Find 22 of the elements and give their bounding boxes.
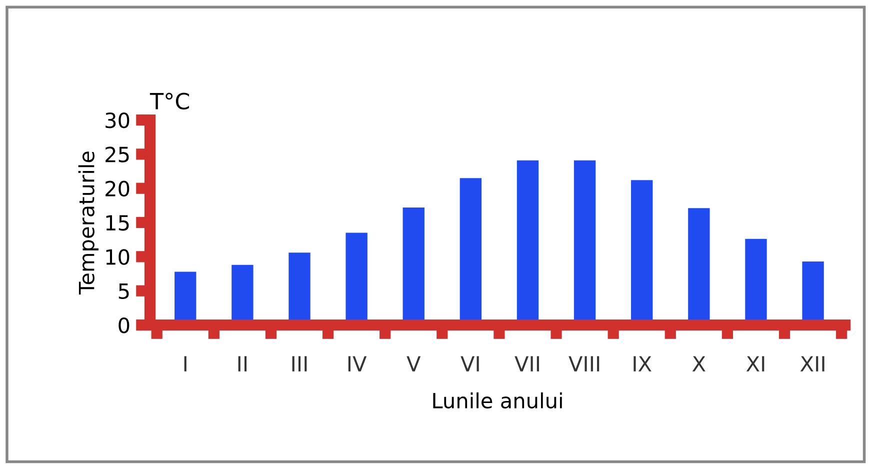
x-tick-label: II xyxy=(238,356,247,372)
x-tick-label: V xyxy=(406,356,421,372)
x-tick-label: III xyxy=(292,356,307,372)
y-tick-label: 10 xyxy=(106,249,130,265)
x-axis-title: Lunile anului xyxy=(433,392,562,409)
y-tick-label: 15 xyxy=(106,215,129,231)
y-tick-label: 30 xyxy=(106,112,130,128)
y-tick-label: 0 xyxy=(118,317,130,334)
x-tick-label: IX xyxy=(634,356,652,372)
y-axis-title: Temperaturile xyxy=(78,152,98,295)
x-tick-label: I xyxy=(184,356,186,372)
x-tick-label: IV xyxy=(348,356,367,372)
text: T°C xyxy=(150,92,189,110)
x-tick-label: VI xyxy=(460,356,479,372)
x-tick-label: VII xyxy=(514,356,539,372)
x-tick-label: VIII xyxy=(568,356,600,372)
x-tick-label: XI xyxy=(746,356,764,372)
y-tick-label: 25 xyxy=(106,146,129,162)
x-tick-label: X xyxy=(692,356,706,372)
x-tick-label: XII xyxy=(800,356,824,372)
y-tick-label: 5 xyxy=(118,284,129,300)
y-tick-label: 20 xyxy=(106,180,130,197)
